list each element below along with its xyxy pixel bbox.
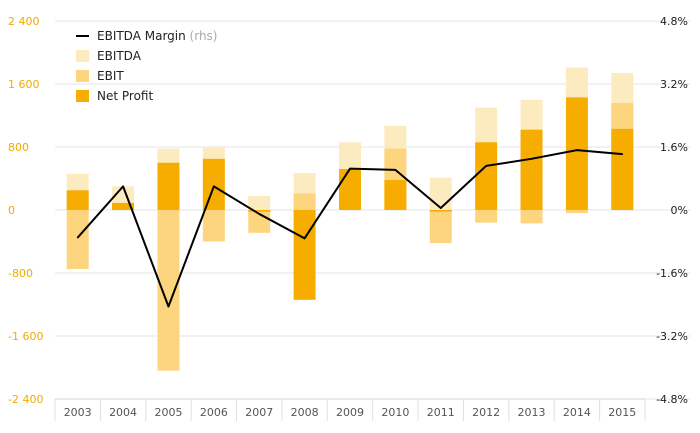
legend-swatch [76, 50, 89, 62]
bar-net-profit [520, 129, 543, 210]
bar-ebit [293, 193, 316, 210]
grid-layer [55, 20, 690, 400]
bar-ebit [248, 210, 271, 233]
bar-ebit [202, 210, 225, 242]
bar-net-profit [384, 180, 407, 210]
point-ebitda-margin [394, 169, 397, 171]
x-tick-label: 2007 [245, 406, 273, 419]
bar-net-profit [475, 142, 498, 210]
x-tick-label: 2014 [563, 406, 591, 419]
bar-ebit [475, 210, 498, 223]
y-left-tick-label: 1 600 [8, 78, 40, 91]
point-ebitda-margin [258, 213, 261, 215]
x-tick-label: 2005 [154, 406, 182, 419]
bar-ebit [429, 210, 452, 244]
point-ebitda-margin [530, 158, 533, 160]
point-ebitda-margin [213, 185, 215, 188]
bar-net-profit [157, 162, 180, 210]
bar-net-profit [112, 202, 135, 210]
bar-ebitda [248, 195, 271, 210]
bar-net-profit [248, 210, 271, 212]
point-ebitda-margin [303, 237, 306, 240]
bar-net-profit [293, 210, 316, 300]
legend-label: EBIT [97, 69, 124, 83]
bar-ebitda [429, 177, 452, 210]
point-ebitda-margin [576, 149, 578, 151]
point-ebitda-margin [621, 153, 624, 155]
bar-ebit [520, 210, 543, 224]
x-tick-label: 2015 [608, 406, 636, 419]
bar-net-profit [429, 210, 452, 212]
bar-net-profit [565, 97, 588, 210]
y-right-tick-label: 3.2% [660, 78, 688, 91]
legend-swatch [76, 90, 89, 102]
line-layer [76, 149, 624, 308]
legend-swatch [76, 70, 89, 82]
point-ebitda-margin [167, 305, 170, 308]
y-left-tick-label: -1 600 [8, 330, 43, 343]
bar-net-profit [66, 190, 89, 210]
x-tick-label: 2009 [336, 406, 364, 419]
bar-ebit [157, 210, 180, 371]
point-ebitda-margin [349, 167, 351, 170]
y-right-tick-label: -4.8% [656, 393, 688, 406]
x-tick-label: 2004 [109, 406, 137, 419]
x-tick-label: 2010 [381, 406, 409, 419]
y-left-tick-label: -2 400 [8, 393, 43, 406]
y-left-tick-label: 2 400 [8, 15, 40, 28]
x-tick-label: 2011 [427, 406, 455, 419]
x-tick-label: 2003 [64, 406, 92, 419]
point-ebitda-margin [439, 207, 442, 209]
bar-net-profit [611, 128, 634, 210]
legend-label-suffix: (rhs) [186, 29, 218, 43]
y-left-tick-label: -800 [8, 267, 33, 280]
bar-net-profit [339, 169, 361, 210]
y-left-tick-label: 0 [8, 204, 15, 217]
legend-label: EBITDA Margin (rhs) [97, 29, 218, 43]
point-ebitda-margin [76, 236, 79, 239]
x-tick-label: 2006 [200, 406, 228, 419]
point-ebitda-margin [485, 165, 487, 167]
bar-ebit [565, 210, 588, 214]
y-right-tick-label: -1.6% [656, 267, 688, 280]
y-right-tick-label: -3.2% [656, 330, 688, 343]
y-right-tick-label: 1.6% [660, 141, 688, 154]
x-tick-label: 2012 [472, 406, 500, 419]
x-tick-label: 2013 [518, 406, 546, 419]
y-right-tick-label: 4.8% [660, 15, 688, 28]
x-tick-label: 2008 [291, 406, 319, 419]
legend: EBITDA Margin (rhs) EBITDA EBIT Net Profit [76, 29, 218, 103]
point-ebitda-margin [122, 185, 124, 188]
legend-label: Net Profit [97, 89, 153, 103]
y-right-tick-label: 0% [671, 204, 688, 217]
axis-layer: 2 400 1 600 800 0 -800 -1 600 -2 400 4.8% 3.2% 1.… [8, 15, 688, 421]
bar-net-profit [202, 158, 225, 210]
bar-ebit [66, 210, 89, 270]
y-left-tick-label: 800 [8, 141, 29, 154]
legend-label: EBITDA [97, 49, 142, 63]
bar-layer [66, 67, 634, 371]
